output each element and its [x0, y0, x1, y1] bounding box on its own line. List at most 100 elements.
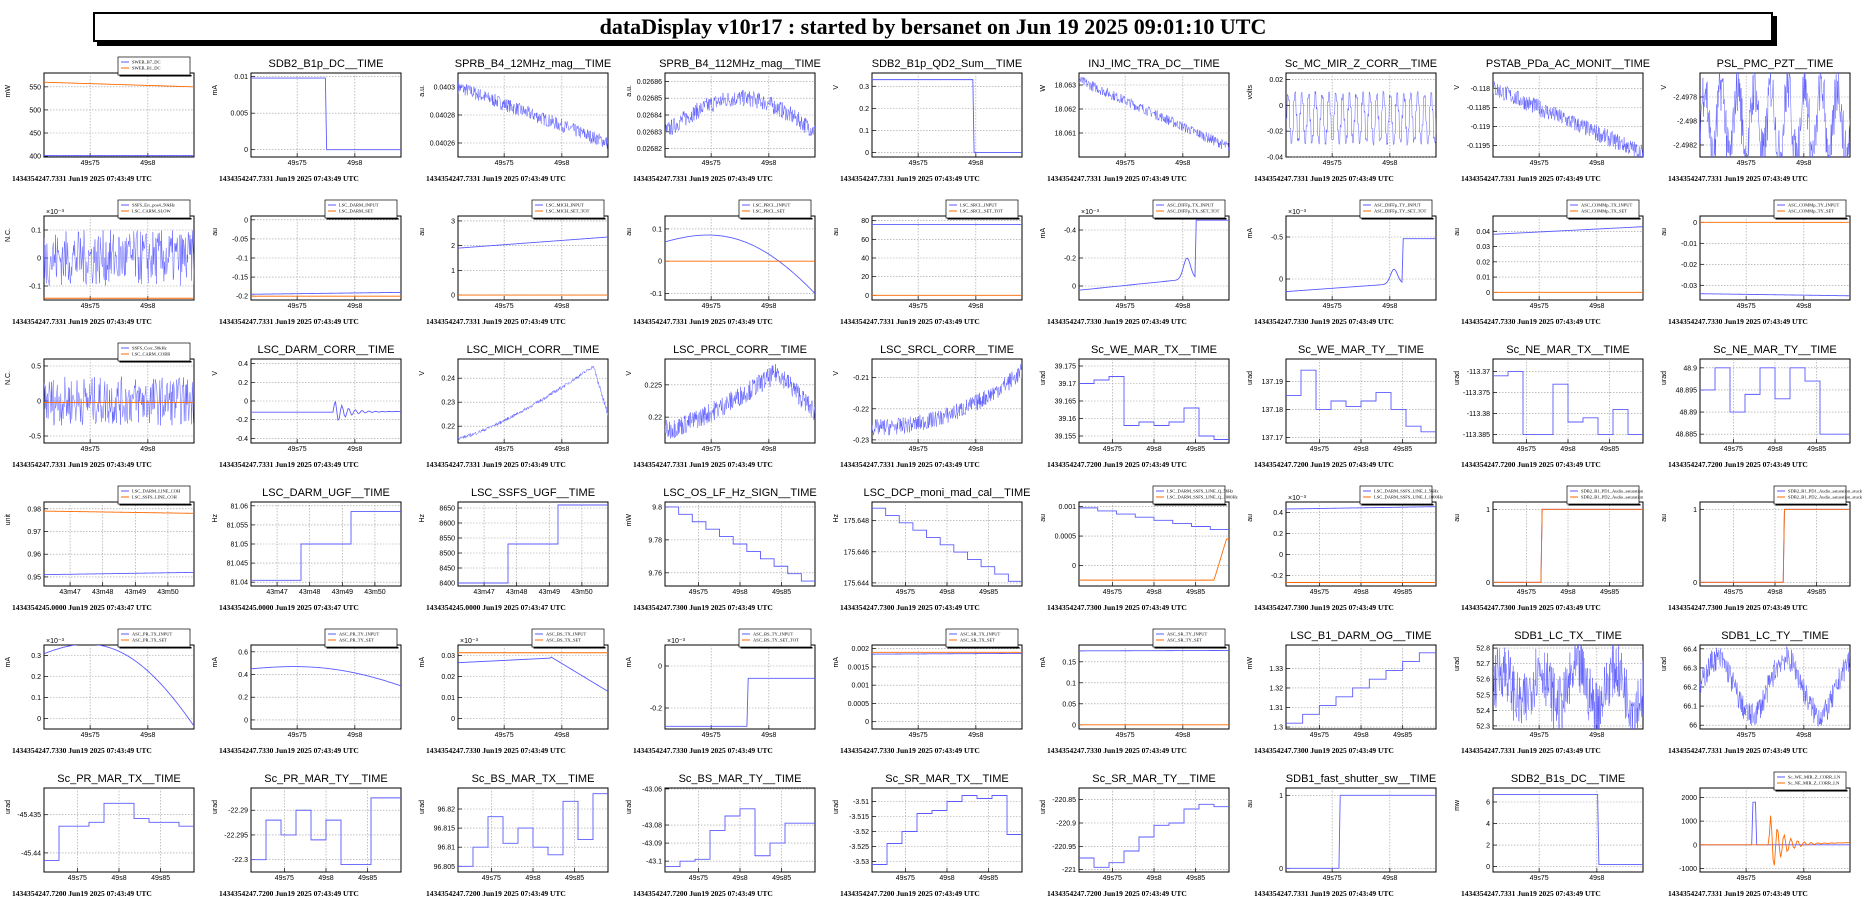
plot-footer: 1434354247.7331 Jun19 2025 07:43:49 UTC — [426, 174, 566, 183]
y-tick-label: 66 — [1689, 723, 1697, 730]
x-tick-label: 49s85 — [1186, 875, 1205, 882]
y-tick-label: 400 — [29, 154, 41, 161]
plot-title: LSC_OS_LF_Hz_SIGN__TIME — [663, 487, 816, 499]
y-tick-label: 175.644 — [844, 580, 869, 587]
plot-footer: 1434354245.0000 Jun19 2025 07:43:47 UTC — [219, 603, 359, 612]
x-tick-label: 49s8 — [554, 160, 569, 167]
y-axis-label: Hz — [833, 514, 840, 523]
plot-footer: 1434354247.7330 Jun19 2025 07:43:49 UTC — [219, 746, 359, 755]
x-tick-label: 49s8 — [732, 875, 747, 882]
plot-footer: 1434354247.7330 Jun19 2025 07:43:49 UTC — [1047, 746, 1187, 755]
y-tick-label: 8500 — [439, 551, 455, 558]
plot-title: Sc_SR_MAR_TX__TIME — [885, 773, 1008, 785]
y-tick-label: -0.2 — [1271, 573, 1283, 580]
legend-label: ASC_DIFFp_TX_INPUT — [1167, 203, 1214, 208]
x-tick-label: 49s8 — [1353, 589, 1368, 596]
y-tick-label: 52.4 — [1476, 708, 1490, 715]
y-axis-label: urad — [419, 800, 426, 814]
y-tick-label: -3.53 — [853, 859, 869, 866]
x-tick-label: 49s75 — [495, 446, 514, 453]
y-tick-label: 0.01 — [234, 74, 248, 81]
x-tick-label: 49s75 — [702, 160, 721, 167]
plot-frame — [665, 216, 815, 300]
x-tick-label: 49s8 — [968, 732, 983, 739]
y-tick-label: -3.52 — [853, 829, 869, 836]
y-tick-label: 0.3 — [31, 653, 41, 660]
y-tick-label: 0 — [865, 293, 869, 300]
y-tick-label: 175.648 — [844, 518, 869, 525]
x-tick-label: 49s75 — [288, 160, 307, 167]
y-tick-label: -220.95 — [1052, 844, 1076, 851]
y-tick-label: 0.04 — [1476, 229, 1490, 236]
x-tick-label: 49s85 — [358, 875, 377, 882]
y-axis-label: au — [833, 228, 840, 236]
plot-footer: 1434354247.7330 Jun19 2025 07:43:49 UTC — [633, 746, 773, 755]
y-tick-label: -0.1195 — [1467, 143, 1490, 150]
y-tick-label: 0 — [1486, 290, 1490, 297]
plot-title: Sc_NE_MAR_TY__TIME — [1713, 344, 1836, 356]
legend-label: ASC_DIFFp_TY_INPUT — [1374, 203, 1421, 208]
y-tick-label: 0.2 — [31, 674, 41, 681]
y-tick-label: -3.515 — [849, 814, 869, 821]
x-tick-label: 49s8 — [1796, 732, 1811, 739]
y-tick-label: 0 — [1486, 580, 1490, 587]
y-tick-label: 9.76 — [648, 570, 662, 577]
legend-shadow — [120, 75, 192, 77]
y-axis-label: mA — [833, 657, 840, 668]
y-tick-label: 96.82 — [437, 807, 455, 814]
plot-footer: 1434354247.7331 Jun19 2025 07:43:49 UTC — [426, 460, 566, 469]
y-tick-label: 0 — [1072, 722, 1076, 729]
x-tick-label: 49s75 — [702, 732, 721, 739]
y-tick-label: 66.2 — [1683, 685, 1697, 692]
y-tick-label: 66.1 — [1683, 704, 1697, 711]
y-tick-label: 96.81 — [437, 845, 455, 852]
plot-frame — [1286, 73, 1436, 157]
legend-label: ASC_PR_TX_INPUT — [132, 632, 173, 637]
plot-footer: 1434354247.7300 Jun19 2025 07:43:49 UTC — [1461, 603, 1601, 612]
y-tick-label: 96.815 — [434, 826, 456, 833]
y-tick-label: -0.01 — [1681, 241, 1697, 248]
y-tick-label: 48.89 — [1679, 410, 1697, 417]
plot-title: SDB2_B1p_QD2_Sum__TIME — [872, 58, 1022, 70]
y-tick-label: 0.1 — [652, 226, 662, 233]
y-tick-label: 4 — [1486, 821, 1490, 828]
x-tick-label: 49s75 — [1103, 875, 1122, 882]
x-tick-label: 49s75 — [909, 160, 928, 167]
legend-shadow — [948, 647, 1020, 649]
x-tick-label: 49s75 — [896, 875, 915, 882]
plot-footer: 1434354247.7200 Jun19 2025 07:43:49 UTC — [12, 889, 152, 898]
plot-footer: 1434354247.7200 Jun19 2025 07:43:49 UTC — [1047, 460, 1187, 469]
y-tick-label: -43.09 — [642, 841, 662, 848]
y-tick-label: 0.225 — [644, 382, 662, 389]
y-tick-label: -2.4982 — [1673, 143, 1697, 150]
legend-label: LSC_PRCL_SET — [753, 209, 785, 214]
y-tick-label: 0.1 — [1066, 680, 1076, 687]
y-tick-label: 6 — [1486, 800, 1490, 807]
x-tick-label: 43m49 — [332, 589, 354, 596]
y-tick-label: 0 — [244, 717, 248, 724]
y-tick-label: 9.8 — [652, 504, 662, 511]
y-tick-label: -0.5 — [1271, 235, 1283, 242]
y-tick-label: 0.02682 — [637, 146, 662, 153]
y-axis-label: mA — [212, 657, 219, 668]
y-tick-label: 0 — [1279, 103, 1283, 110]
page-title: dataDisplay v10r17 : started by bersanet… — [93, 12, 1773, 42]
plot-footer: 1434354247.7331 Jun19 2025 07:43:49 UTC — [1047, 174, 1187, 183]
x-tick-label: 49s75 — [1310, 589, 1329, 596]
